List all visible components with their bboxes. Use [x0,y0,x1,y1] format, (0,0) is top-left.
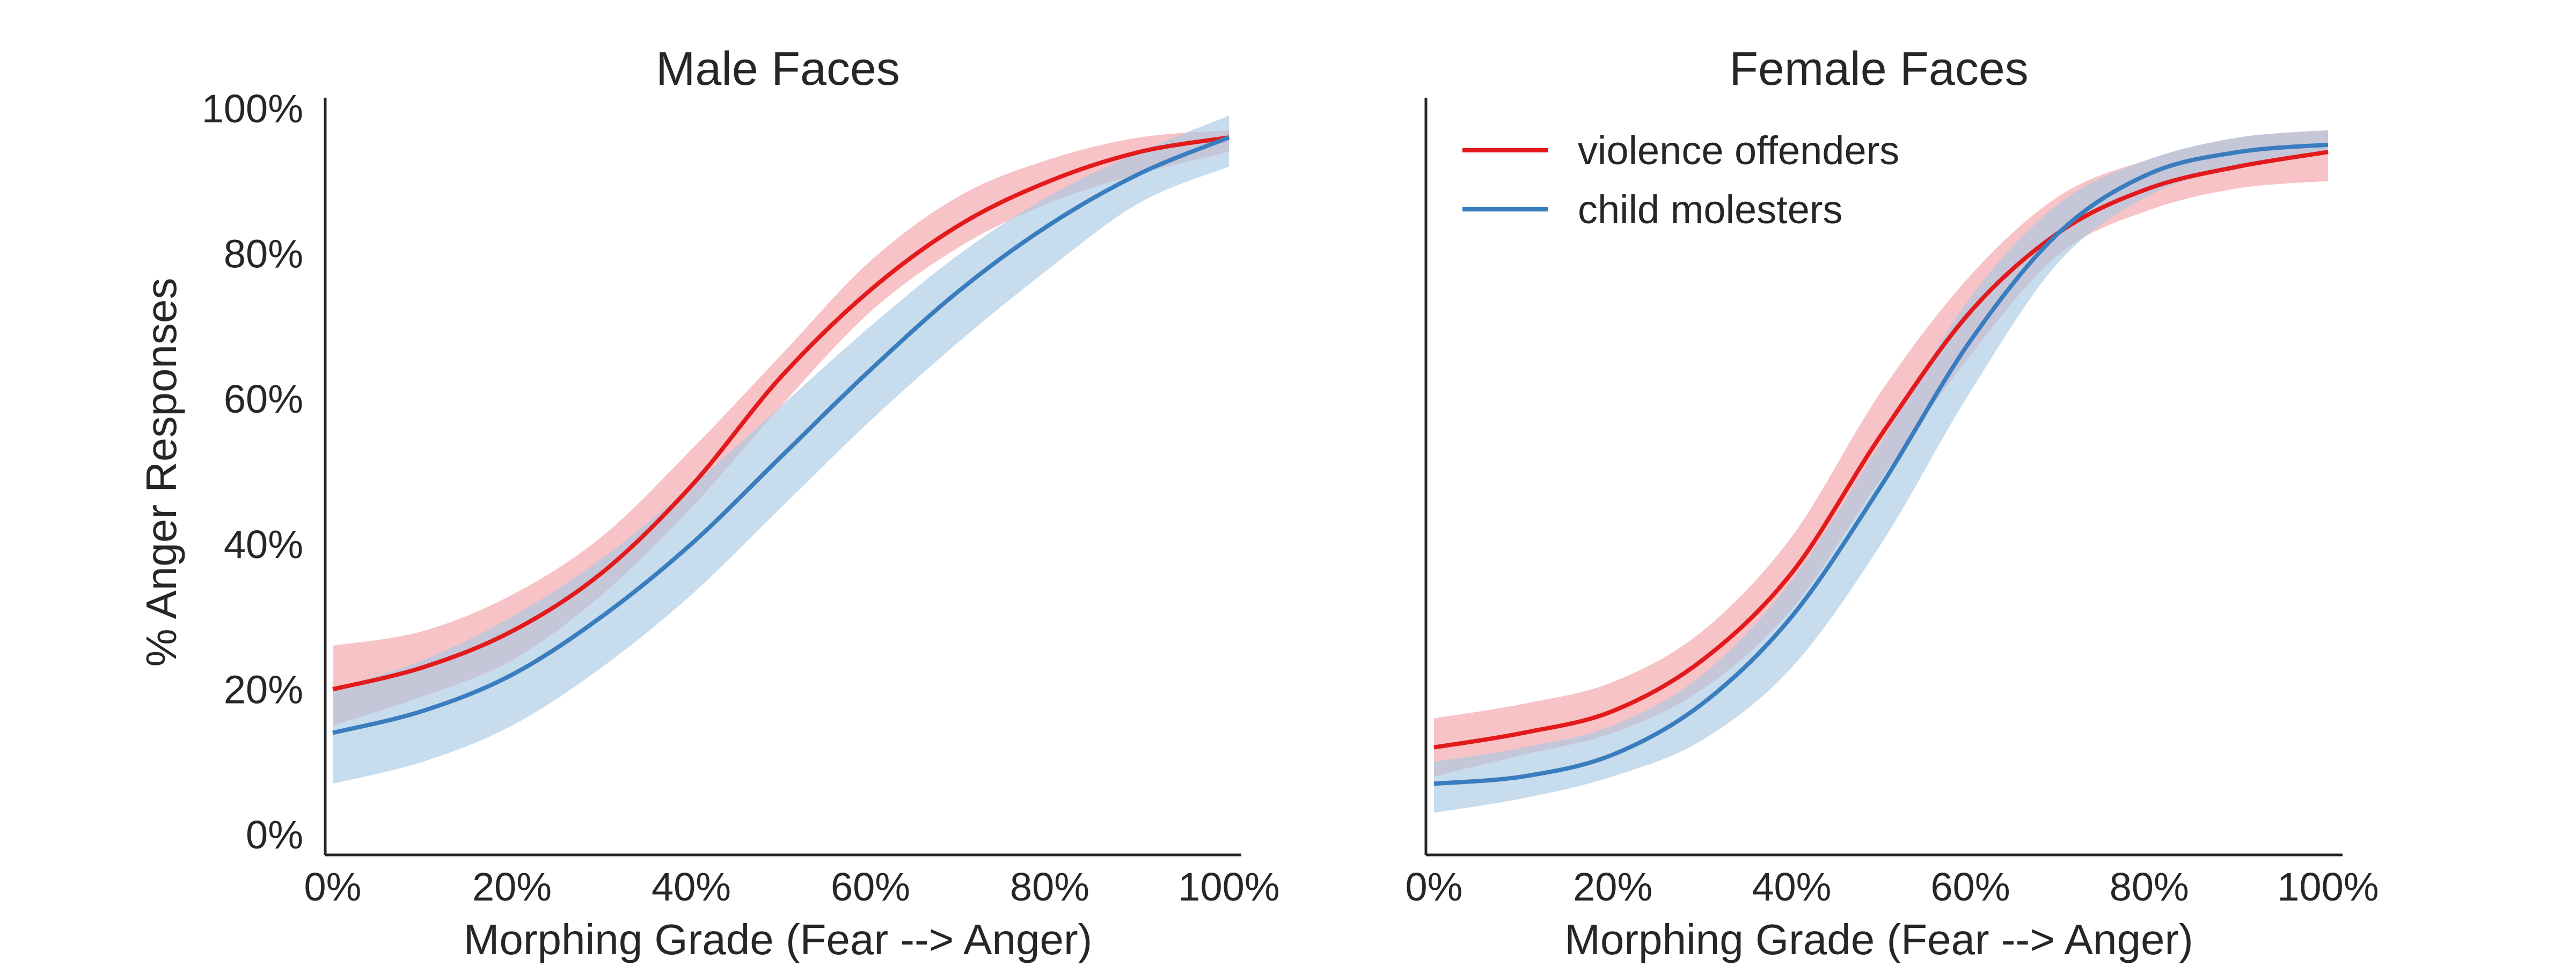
series-line-violence-offenders [1433,150,2329,750]
x-tick-label: 100% [1178,865,1279,909]
x-tick-label: 100% [2277,865,2379,909]
confidence-band-child-molesters [333,115,1229,784]
x-tick-label: 40% [652,865,731,909]
x-tick-label: 0% [304,865,362,909]
x-tick-label: 60% [1931,865,2010,909]
y-tick-label: 60% [224,377,303,421]
x-axis-label: Morphing Grade (Fear --> Anger) [464,916,1093,963]
legend-label-violence-offenders: violence offenders [1578,128,1899,173]
panel-male-faces: Male Faces 0% 20% 40% 60% 80% 100% 0% 20% 40% 60% 8… [137,42,1280,963]
x-tick-label: 80% [1010,865,1089,909]
y-tick-label: 0% [246,813,303,857]
x-tick-label: 40% [1752,865,1831,909]
x-tick-label: 20% [1573,865,1652,909]
legend: violence offenders child molesters [1462,128,1899,232]
x-tick-label: 80% [2110,865,2189,909]
x-tick-label: 0% [1406,865,1463,909]
y-tick-label: 80% [224,232,303,276]
y-axis-label: % Anger Responses [137,278,185,667]
panel-title: Male Faces [656,42,900,95]
x-tick-label: 60% [831,865,910,909]
confidence-band-child-molesters [1434,130,2328,813]
series-line-child-molesters [332,135,1230,735]
panel-female-faces: Female Faces 0% 20% 40% 60% 80% 100% Morphing G… [1406,42,2379,963]
series-line-child-molesters [1433,142,2329,786]
y-tick-label: 20% [224,667,303,712]
series-line-violence-offenders [332,135,1230,692]
x-tick-label: 20% [472,865,552,909]
y-tick-label: 100% [202,86,303,131]
panel-title: Female Faces [1729,42,2029,95]
confidence-band-violence-offenders [333,130,1229,726]
x-axis-label: Morphing Grade (Fear --> Anger) [1564,916,2193,963]
legend-label-child-molesters: child molesters [1578,187,1843,232]
y-tick-label: 40% [224,522,303,567]
